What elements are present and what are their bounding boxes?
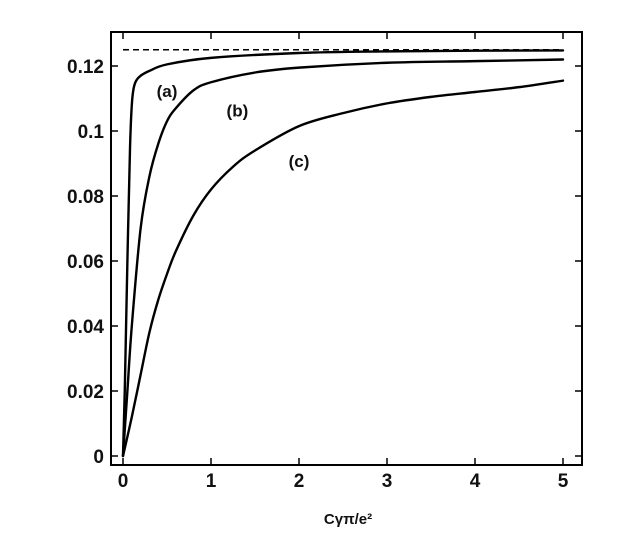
x-axis-title: Cγπ/e²: [324, 511, 372, 528]
x-tick-label-2: 2: [294, 471, 305, 492]
series-line-b: [121, 58, 565, 458]
y-tick-label-6: 0.12: [67, 57, 104, 78]
y-tick-label-1: 0.02: [67, 382, 104, 403]
series-line-a: [121, 49, 565, 458]
series-line-c: [121, 79, 565, 458]
plot-frame: [110, 31, 583, 466]
y-tick-label-5: 0.1: [78, 122, 105, 143]
x-tick-label-4: 4: [470, 471, 481, 492]
x-tick-label-1: 1: [206, 471, 217, 492]
series-label-c: (c): [289, 152, 310, 171]
y-tick-label-2: 0.04: [67, 317, 104, 338]
x-tick-label-5: 5: [558, 471, 569, 492]
y-tick-label-3: 0.06: [67, 252, 104, 273]
series-label-a: (a): [157, 82, 178, 101]
x-tick-label-0: 0: [118, 471, 129, 492]
y-tick-label-4: 0.08: [67, 187, 104, 208]
y-tick-label-0: 0: [93, 447, 104, 468]
x-tick-label-3: 3: [382, 471, 393, 492]
series-label-b: (b): [227, 101, 249, 120]
